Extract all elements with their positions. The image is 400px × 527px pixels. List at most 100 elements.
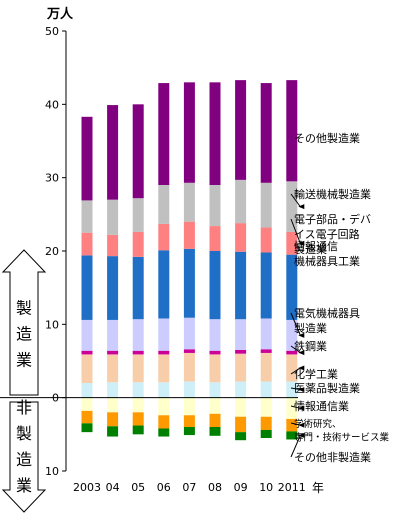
bar-segment [260,349,272,353]
bar-segment [209,226,221,251]
x-tick-label: 09 [234,481,248,494]
bar-segment [286,431,298,440]
legend-label-line: 情報通信 [294,240,338,253]
legend-label-line: 電気機械器具 [294,306,360,320]
bar-segment [132,104,144,199]
legend-label: その他製造業 [294,131,360,145]
bar-segment [132,319,144,351]
bar-segment [183,317,195,350]
bar-segment [260,318,272,350]
legend-labels: その他製造業輸送機械製造業電子部品・デバイス電子回路製造業情報通信機械器具工業電… [290,131,390,464]
side-label-char: 造 [16,325,32,344]
group-down-arrow: 非製造業 [1,398,47,513]
legend-label: 輸送機械製造業 [294,187,371,201]
bar-segment [286,80,298,182]
bar-segment [235,179,247,224]
bar-segment [235,80,247,180]
bar-segment [158,250,170,319]
bar-segment [183,352,195,382]
legend-pointer [290,405,301,409]
bar-segment [81,350,93,355]
bar-segment [107,256,119,320]
y-axis: 5040302010010 [45,25,67,478]
bar-segment [158,382,170,398]
bar-segment [81,116,93,201]
bar-segment [286,354,298,382]
bar-segment [183,248,195,318]
bar-segment [132,350,144,355]
legend-pointer-head [298,365,305,371]
legend-pointer-head [298,204,305,210]
up-arrow-shape [1,249,47,396]
legend-pointer [290,387,301,391]
bar-segment [235,223,247,252]
x-tick-label: 2011 [278,481,306,494]
bar-segment [260,252,272,319]
legend-label-line: 機械器具工業 [294,254,360,268]
bar-segment [107,199,119,235]
bar-segment [209,427,221,436]
legend-label: 情報通信業 [294,400,349,413]
side-label-char: 業 [16,476,32,495]
legend-label-line: イス電子回路 [294,228,360,241]
bar-segment [132,354,144,383]
x-tick-label: 04 [106,481,120,494]
legend-pointer-head [298,240,305,246]
legend-label-line: 製造業 [294,321,327,335]
bar-segment [235,319,247,350]
legend-label-line: 輸送機械製造業 [294,187,371,201]
legend-pointer-head [298,432,305,438]
bar-segment [132,425,144,435]
legend-pointer-head [298,405,305,411]
side-label-char: 非 [16,398,32,417]
bar-segment [235,353,247,382]
group-up-arrow: 製造業 [1,249,47,396]
bar-segment [158,354,170,383]
bar-segment [235,251,247,320]
x-tick-label: 06 [157,481,171,494]
bar-segment [158,350,170,355]
legend-pointer [290,312,301,336]
legend-label: その他非製造業 [294,450,371,464]
x-tick-label: 07 [182,481,196,494]
bar-segment [132,256,144,320]
bar-segment [132,382,144,398]
bar-segment [209,251,221,320]
legend-pointer-head [298,350,305,356]
x-tick-label: 08 [208,481,222,494]
bar-segment [81,319,93,351]
bar-segment [158,415,170,429]
bar-segment [107,354,119,383]
bar-segment [209,413,221,427]
legend-label-line: その他製造業 [294,131,360,145]
bar-segment [158,185,170,224]
legend-label: 電子部品・デバイス電子回路製造業 [294,212,371,256]
bar-segment [260,182,272,228]
bar-segment [107,412,119,427]
legend-label-line: 化学工業 [294,367,338,381]
legend-label: 医薬品製造業 [294,381,360,395]
bar-segment [235,432,247,441]
bar-segment [81,383,93,398]
bar-segment [209,319,221,351]
bar-segment [260,416,272,430]
bars [81,80,298,441]
bar-segment [209,185,221,227]
legend-label: 電気機械器具製造業 [294,306,360,335]
bar-segment [209,354,221,383]
legend-pointer [290,193,301,207]
bar-segment [235,381,247,398]
bar-segment [260,352,272,382]
bar-segment [183,182,195,222]
bar-segment [81,200,93,233]
legend-pointer [290,345,301,353]
bar-segment [286,381,298,398]
legend-pointer [290,435,301,458]
x-tick-label: 2003 [73,481,101,494]
x-tick-label: 10 [259,481,273,494]
legend-label-line: 学術研究、 [294,418,342,430]
bar-segment [235,397,247,417]
legend-pointer-head [298,387,305,393]
bar-segment [183,349,195,353]
bar-segment [107,397,119,413]
